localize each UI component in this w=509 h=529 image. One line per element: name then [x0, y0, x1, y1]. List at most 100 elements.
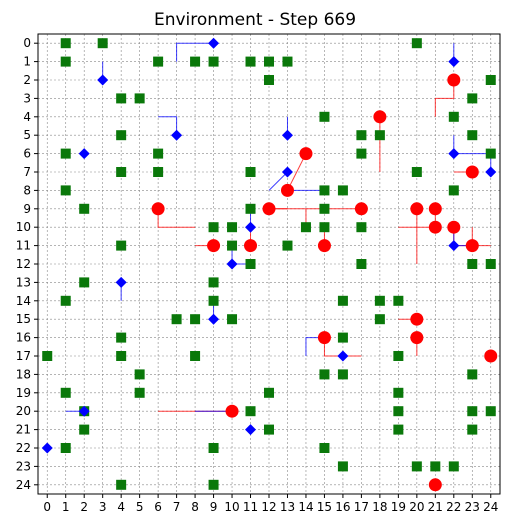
- obstacle-square: [264, 75, 274, 85]
- x-tick-label: 23: [465, 500, 480, 514]
- y-tick-label: 16: [16, 331, 31, 345]
- target-circle: [465, 165, 479, 179]
- y-tick-label: 10: [16, 220, 31, 234]
- agents: [41, 37, 497, 454]
- obstacle-square: [264, 424, 274, 435]
- obstacle-square: [411, 461, 422, 472]
- obstacle-square: [116, 130, 127, 141]
- x-tick-label: 3: [99, 500, 107, 514]
- obstacles: [42, 38, 496, 490]
- obstacle-square: [208, 295, 219, 306]
- x-tick-label: 16: [335, 500, 350, 514]
- obstacle-square: [485, 148, 496, 159]
- y-tick-label: 23: [16, 459, 31, 473]
- y-tick-label: 1: [23, 55, 31, 69]
- obstacle-square: [153, 56, 164, 67]
- target-circle: [262, 202, 276, 216]
- y-tick-label: 4: [23, 110, 31, 124]
- x-tick-label: 5: [136, 500, 144, 514]
- obstacle-square: [319, 369, 330, 380]
- obstacle-square: [171, 314, 182, 325]
- obstacle-square: [153, 167, 164, 177]
- obstacle-square: [448, 185, 459, 196]
- obstacle-square: [467, 369, 478, 380]
- obstacle-square: [245, 167, 256, 177]
- agent-diamond: [78, 148, 90, 160]
- target-circle: [465, 239, 479, 253]
- y-tick-label: 19: [16, 386, 31, 400]
- x-tick-label: 21: [428, 500, 443, 514]
- obstacle-square: [337, 461, 348, 472]
- x-tick-label: 22: [446, 500, 461, 514]
- obstacle-square: [467, 424, 478, 435]
- obstacle-square: [208, 277, 219, 288]
- y-tick-label: 20: [16, 404, 31, 418]
- obstacle-square: [79, 424, 90, 435]
- obstacle-square: [60, 443, 71, 453]
- obstacle-square: [319, 111, 330, 122]
- obstacle-square: [208, 443, 219, 453]
- obstacle-square: [485, 259, 496, 269]
- obstacle-square: [190, 56, 201, 67]
- agent-path: [176, 42, 214, 62]
- obstacle-square: [227, 240, 238, 251]
- obstacle-square: [393, 351, 404, 361]
- obstacle-square: [60, 56, 71, 67]
- y-tick-label: 9: [23, 202, 31, 216]
- agent-diamond: [208, 313, 220, 325]
- obstacle-square: [79, 277, 90, 288]
- y-tick-label: 18: [16, 367, 31, 381]
- y-tick-label: 8: [23, 183, 31, 197]
- x-tick-label: 6: [154, 500, 162, 514]
- obstacle-square: [245, 56, 256, 67]
- y-tick-label: 11: [16, 239, 31, 253]
- target-circle: [151, 202, 165, 216]
- obstacle-square: [393, 295, 404, 306]
- obstacle-square: [337, 295, 348, 306]
- obstacle-square: [190, 314, 201, 325]
- obstacle-square: [319, 443, 330, 453]
- obstacle-square: [356, 222, 367, 233]
- obstacle-square: [282, 240, 293, 251]
- x-tick-label: 13: [280, 500, 295, 514]
- y-tick-label: 3: [23, 91, 31, 105]
- obstacle-square: [134, 369, 145, 380]
- obstacle-square: [300, 222, 311, 233]
- y-tick-label: 22: [16, 441, 31, 455]
- obstacle-square: [467, 130, 478, 141]
- agent-path: [268, 171, 288, 191]
- agent-diamond: [115, 276, 127, 288]
- agent-diamond: [448, 56, 460, 68]
- agent-diamond: [281, 129, 293, 141]
- obstacle-square: [208, 222, 219, 233]
- obstacle-square: [60, 38, 71, 49]
- x-tick-label: 4: [117, 500, 125, 514]
- target-circle: [354, 202, 368, 216]
- target-circle: [317, 239, 331, 253]
- agent-diamond: [208, 37, 220, 49]
- agent-diamond: [245, 221, 257, 233]
- obstacle-square: [319, 222, 330, 233]
- obstacle-square: [227, 314, 238, 325]
- agent-diamond: [485, 166, 497, 178]
- x-tick-label: 1: [62, 500, 70, 514]
- x-tick-label: 20: [409, 500, 424, 514]
- x-tick-label: 9: [210, 500, 218, 514]
- obstacle-square: [97, 38, 108, 49]
- obstacle-square: [245, 259, 256, 269]
- obstacle-square: [134, 387, 145, 398]
- obstacle-square: [467, 259, 478, 269]
- agent-diamond: [337, 350, 349, 362]
- x-tick-label: 19: [391, 500, 406, 514]
- obstacle-square: [393, 406, 404, 417]
- obstacle-square: [356, 148, 367, 159]
- target-circle: [244, 239, 258, 253]
- obstacle-square: [411, 167, 422, 177]
- obstacle-square: [356, 130, 367, 141]
- obstacle-square: [208, 56, 219, 67]
- agent-diamond: [448, 148, 460, 160]
- obstacle-square: [60, 185, 71, 196]
- y-tick-label: 7: [23, 165, 31, 179]
- x-tick-label: 8: [191, 500, 199, 514]
